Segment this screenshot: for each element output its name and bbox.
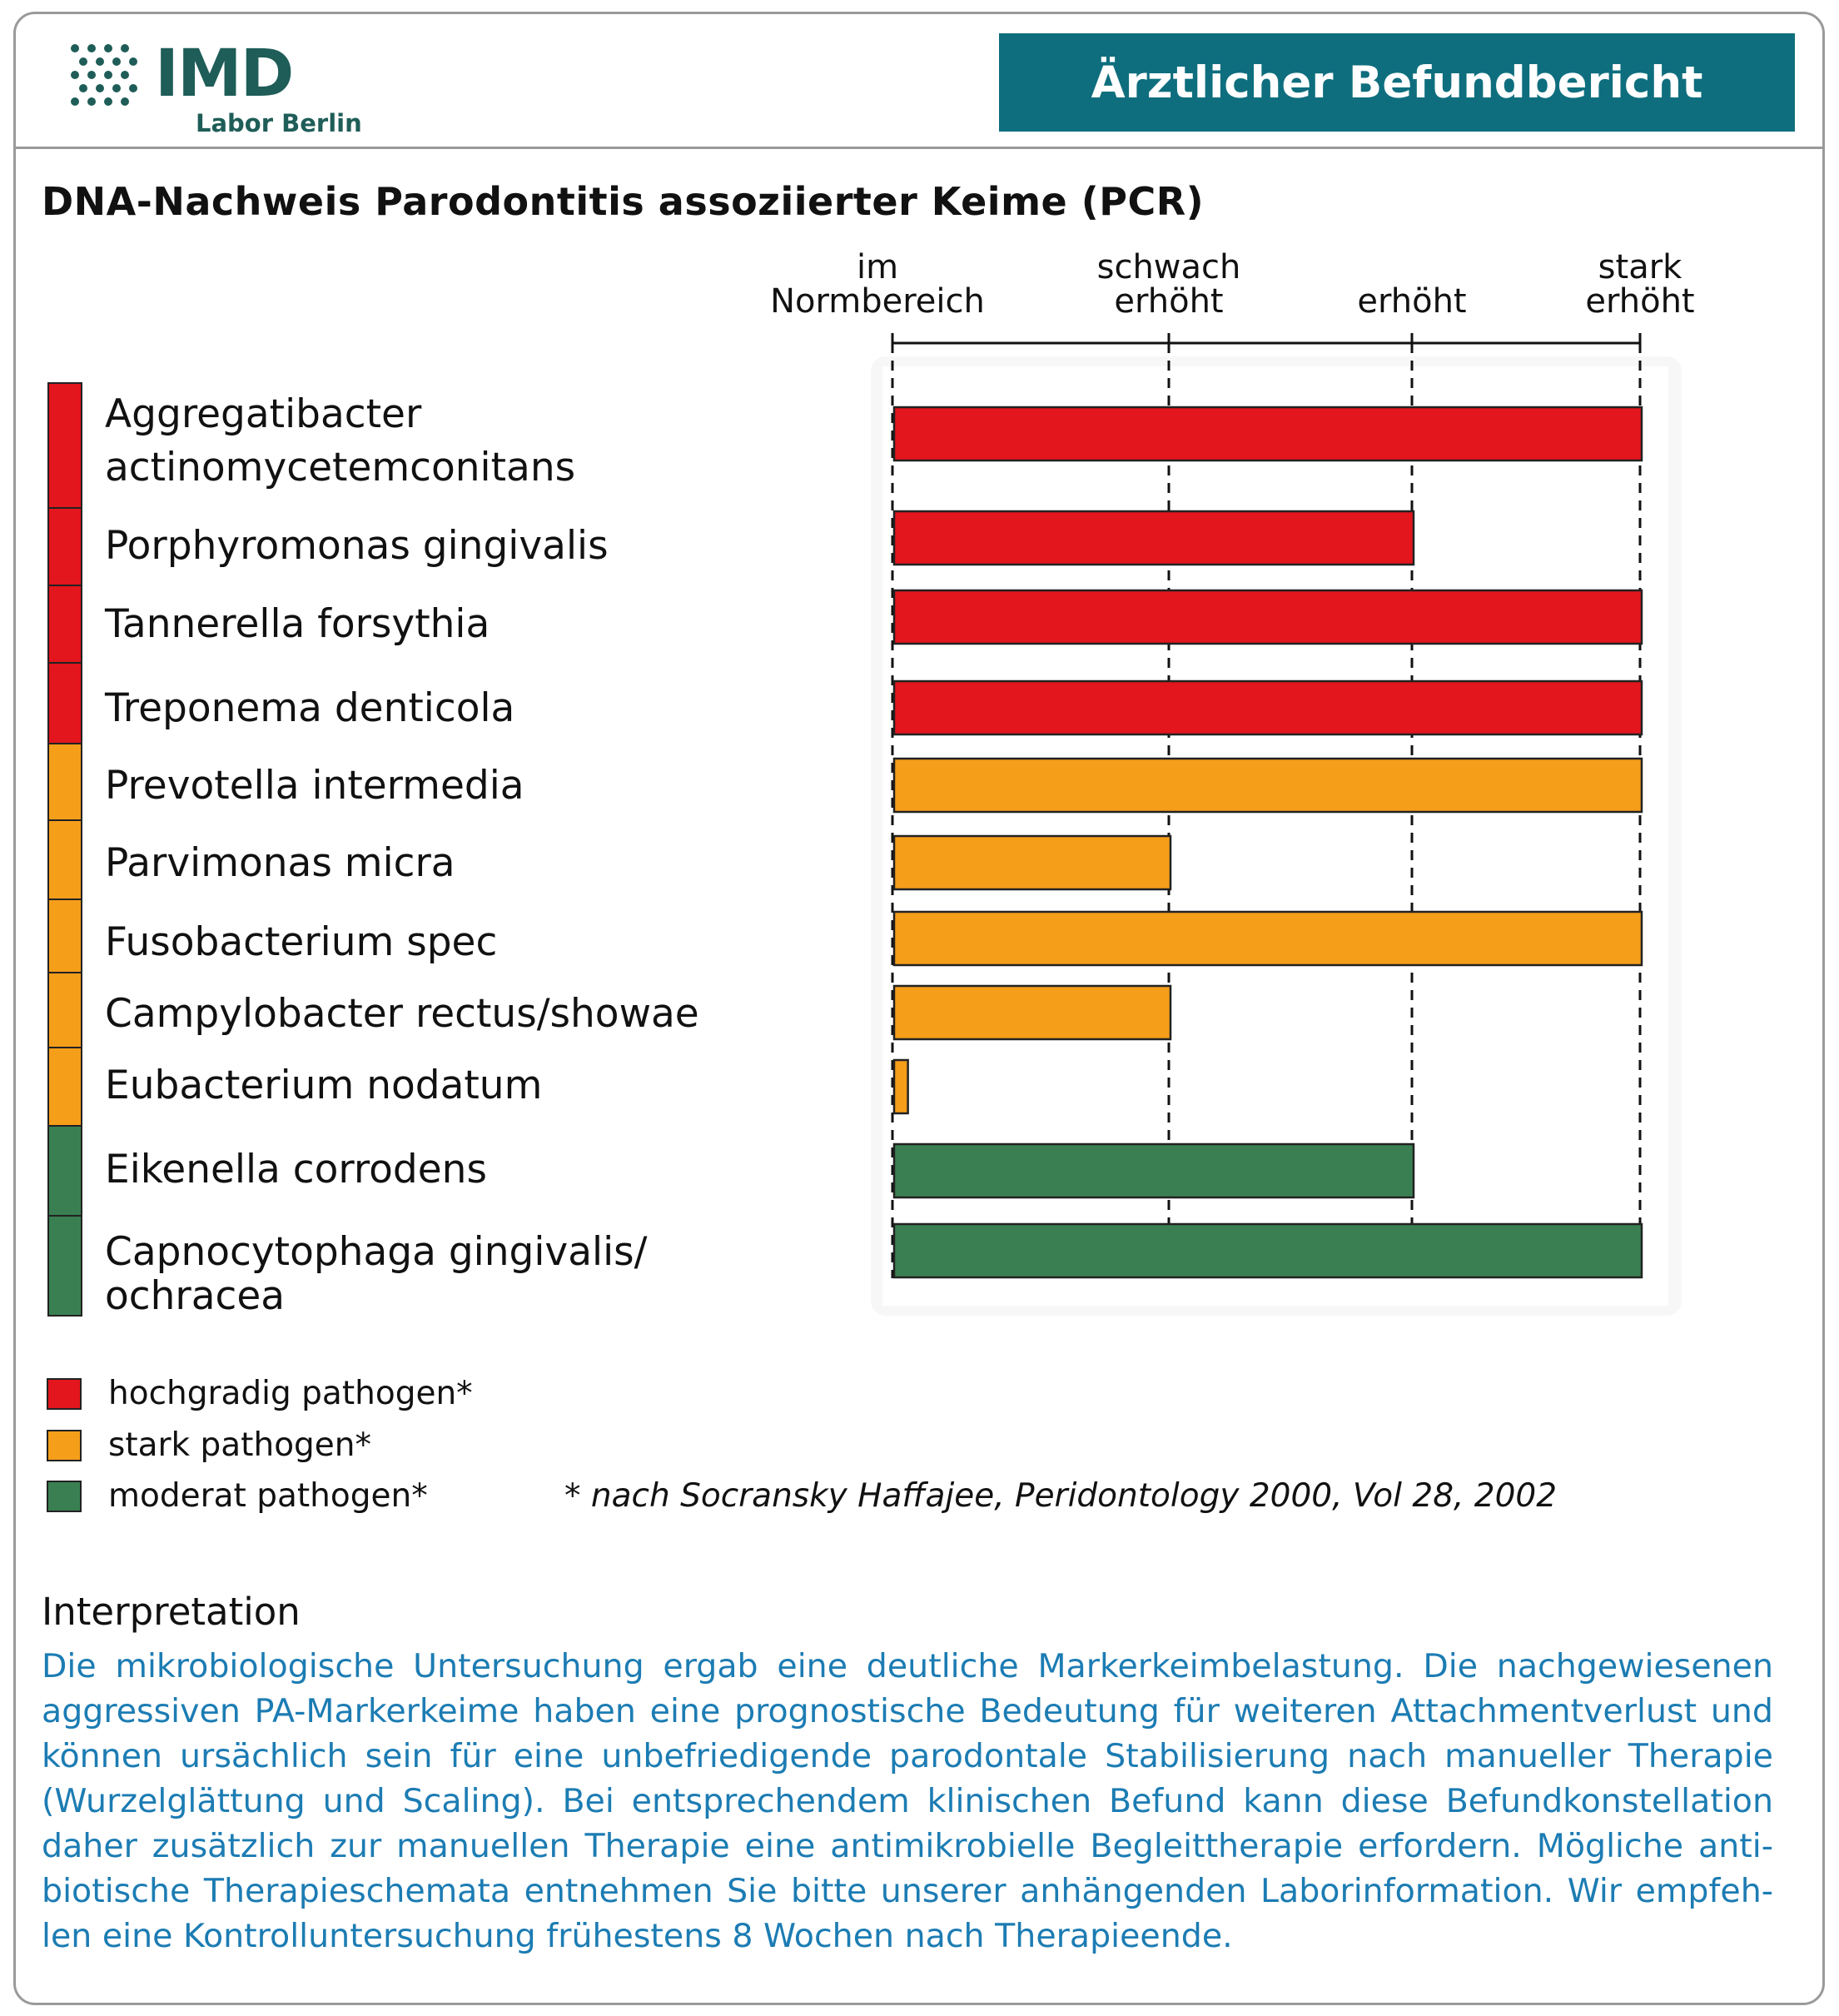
scale-level-label: im [857, 248, 898, 286]
pathogen-label: Prevotella intermedia [105, 763, 524, 809]
group-color-stripe [47, 662, 82, 744]
scale-level-label: erhöht [1585, 282, 1694, 321]
logo-subtitle: Labor Berlin [196, 109, 362, 137]
footnote-source: * nach Socransky Haffajee, Peridontology… [564, 1477, 1558, 1515]
logo-dot-icon [71, 44, 137, 106]
pathogen-label: Tannerella forsythia [104, 601, 490, 647]
pathogen-label: Fusobacterium spec [105, 919, 497, 965]
group-color-stripe [47, 585, 82, 664]
pathogen-bar [892, 679, 1643, 736]
section-title: DNA-Nachweis Parodontitis assoziierter K… [42, 179, 1205, 224]
pathogen-bar [892, 910, 1643, 967]
pathogen-label: Aggregatibacter [105, 391, 422, 437]
legend-label-highly-pathogenic: hochgradig pathogen* [108, 1375, 473, 1412]
group-color-stripe [47, 1215, 82, 1317]
imd-logo: IMD Labor Berlin [67, 37, 366, 142]
group-color-stripe [47, 1125, 82, 1217]
group-color-stripe [47, 382, 82, 509]
scale-level-label: stark [1598, 248, 1682, 286]
group-color-stripe [47, 898, 82, 973]
legend-swatch-moderately-pathogenic [47, 1481, 82, 1512]
legend-label-strongly-pathogenic: stark pathogen* [108, 1426, 372, 1464]
scale-level-label: erhöht [1114, 282, 1223, 321]
pathogen-bar [892, 757, 1643, 814]
scale-level-label: Normbereich [770, 282, 985, 321]
legend-swatch-strongly-pathogenic [47, 1430, 82, 1461]
interpretation-heading: Interpretation [42, 1590, 301, 1634]
group-color-stripe [47, 743, 82, 821]
pathogen-bar [892, 984, 1172, 1041]
group-color-stripe [47, 972, 82, 1048]
logo-name: IMD [155, 37, 294, 112]
group-color-stripe [47, 819, 82, 900]
header-divider [13, 147, 1825, 149]
pathogen-bar [892, 1142, 1415, 1199]
pathogen-label: Porphyromonas gingivalis [105, 523, 609, 569]
pathogen-bar [892, 834, 1172, 891]
legend-label-moderately-pathogenic: moderat pathogen* [108, 1477, 428, 1515]
pathogen-bar [892, 1222, 1643, 1279]
pathogen-label: ochracea [105, 1273, 285, 1319]
report-title: Ärztlicher Befundbericht [999, 33, 1795, 132]
pathogen-bar [892, 589, 1643, 645]
scale-level-label: erhöht [1357, 282, 1466, 321]
scale-level-label: schwach [1097, 248, 1241, 286]
pathogen-bar [892, 1058, 909, 1115]
legend-swatch-highly-pathogenic [47, 1378, 82, 1410]
pathogen-label: Treponema denticola [104, 685, 514, 731]
group-color-stripe [47, 507, 82, 586]
interpretation-text: Die mikrobiologische Untersuchung ergab … [42, 1647, 1773, 1955]
pathogen-label: actinomycetemconitans [105, 445, 575, 490]
pathogen-label: Campylobacter rectus/showae [105, 991, 699, 1037]
pathogen-bar [892, 510, 1415, 566]
pathogen-label: Parvimonas micra [105, 840, 455, 886]
pathogen-label: Capnocytophaga gingivalis/ [105, 1229, 648, 1275]
pathogen-label: Eikenella corrodens [105, 1147, 487, 1192]
pathogen-bar [892, 406, 1643, 462]
group-color-stripe [47, 1047, 82, 1127]
pathogen-label: Eubacterium nodatum [105, 1063, 542, 1108]
